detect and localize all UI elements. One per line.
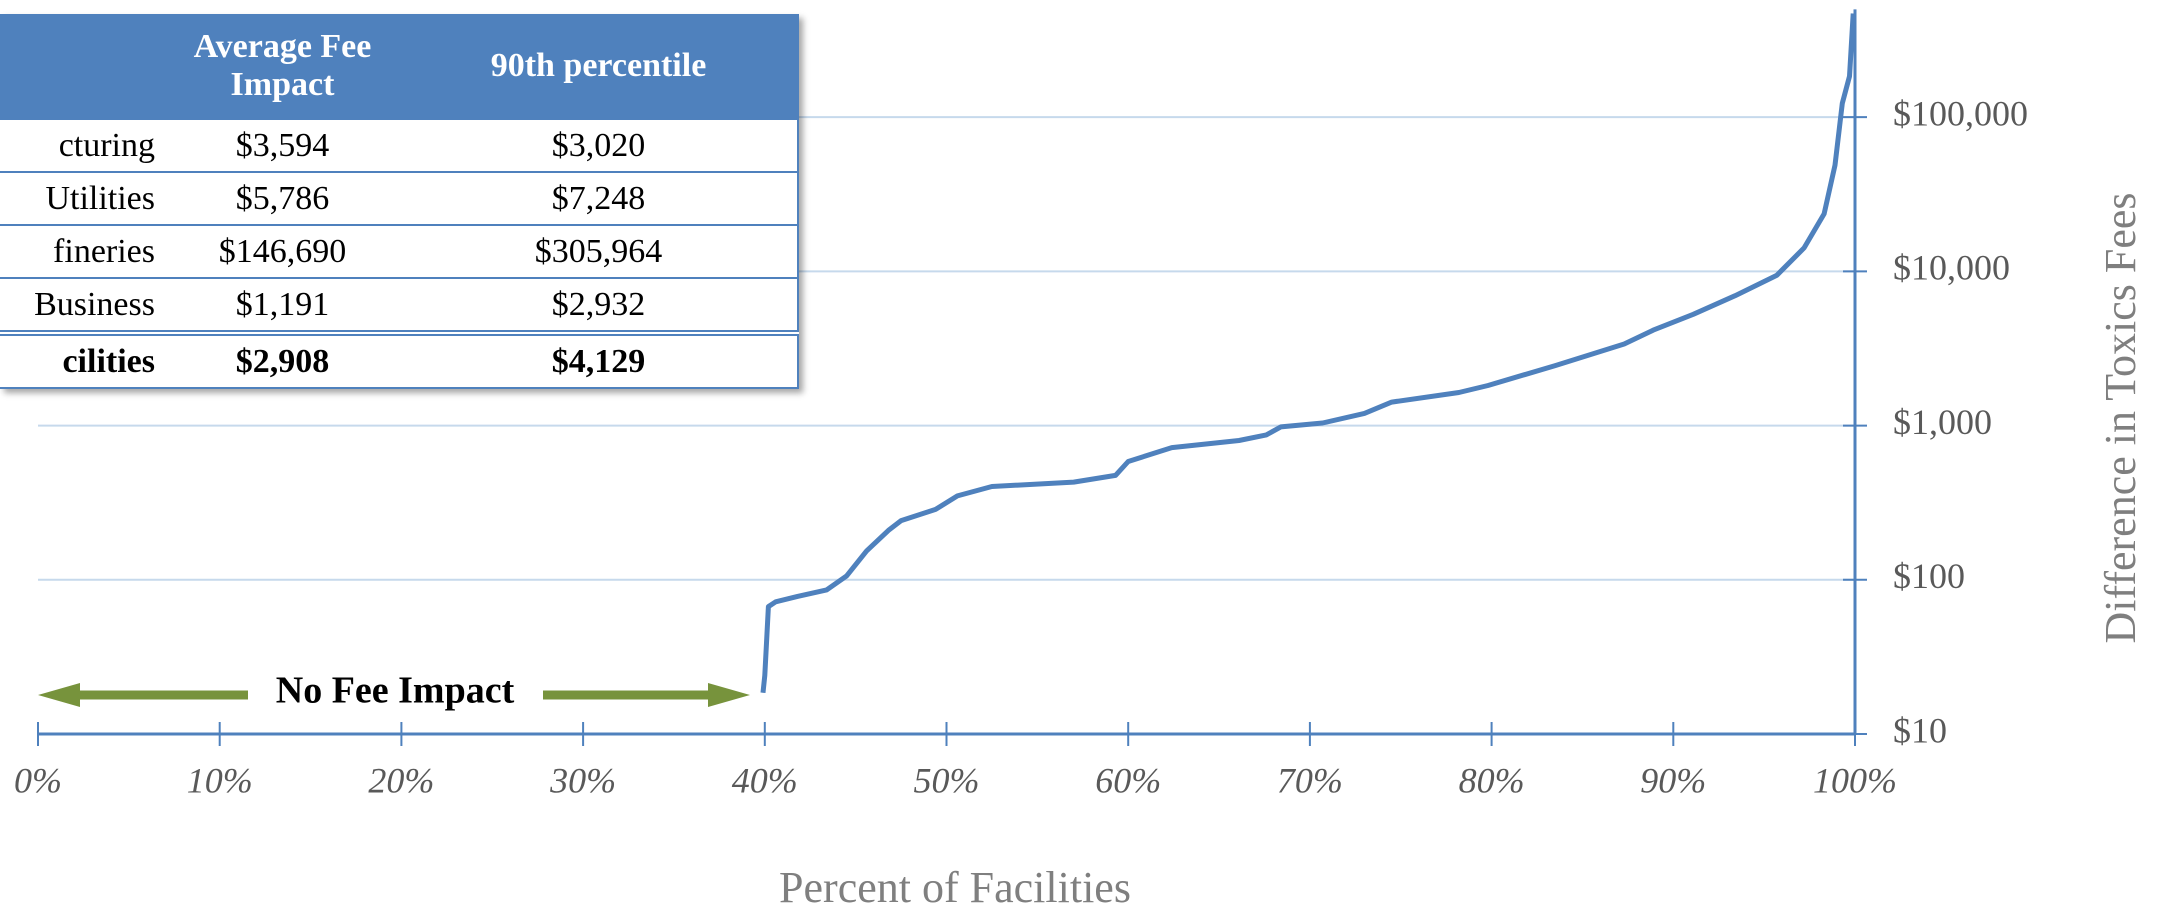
table-cell: $1,191 (165, 277, 400, 333)
table-cell: $2,908 (165, 330, 400, 388)
annotation-text: No Fee Impact (276, 670, 515, 712)
x-tick-label: 90% (1640, 760, 1706, 800)
table-cell: $7,248 (400, 171, 798, 225)
table-body: cturing $3,594 $3,020 Utilities $5,786 $7,248… (0, 118, 798, 388)
x-tick-label: 70% (1277, 760, 1343, 800)
axes: $10 $100 $1,000 $10,000 $100,000 0% 10% 20% 30% 4… (14, 9, 2028, 800)
y-tick-label: $1,000 (1893, 402, 1992, 442)
table-row: fineries $146,690 $305,964 (0, 224, 798, 278)
table-cell: $3,020 (400, 118, 798, 172)
y-tick-label: $100,000 (1893, 93, 2028, 133)
table-cell: $4,129 (400, 330, 798, 388)
table-cell: $2,932 (400, 277, 798, 333)
x-tick-label: 40% (732, 760, 798, 800)
table-cell: cturing (0, 118, 165, 172)
x-axis-title: Percent of Facilities (779, 863, 1131, 910)
table-cell: $3,594 (165, 118, 400, 172)
x-tick-label: 30% (549, 760, 616, 800)
table-header: Average Fee Impact 90th percentile (0, 14, 798, 119)
table-cell: $5,786 (165, 171, 400, 225)
y-axis-title: Difference in Toxics Fees (2096, 192, 2145, 643)
table-cell: fineries (0, 224, 165, 278)
table-cell: $305,964 (400, 224, 798, 278)
table-cell: Business (0, 277, 165, 333)
annotation: No Fee Impact (38, 670, 750, 712)
x-tick-label: 20% (368, 760, 434, 800)
y-tick-label: $10 (1893, 710, 1947, 750)
data-line (760, 13, 1856, 694)
x-tick-label: 80% (1459, 760, 1525, 800)
table-row: Utilities $5,786 $7,248 (0, 171, 798, 225)
table-row: cilities $2,908 $4,129 (0, 330, 798, 388)
x-tick-label: 0% (14, 760, 62, 800)
header-cell (0, 14, 165, 119)
x-tick-label: 100% (1813, 760, 1897, 800)
table-cell: cilities (0, 330, 165, 388)
table-cell: Utilities (0, 171, 165, 225)
table-row: Business $1,191 $2,932 (0, 277, 798, 333)
x-tick-label: 50% (914, 760, 980, 800)
x-tick-label: 60% (1095, 760, 1161, 800)
y-tick-label: $100 (1893, 556, 1965, 596)
header-cell: 90th percentile (400, 14, 798, 119)
x-tick-label: 10% (187, 760, 253, 800)
table-cell: $146,690 (165, 224, 400, 278)
summary-table: Average Fee Impact 90th percentile cturi… (0, 14, 799, 389)
arrow-head (708, 683, 750, 707)
y-tick-label: $10,000 (1893, 248, 2010, 288)
table-row: cturing $3,594 $3,020 (0, 118, 798, 172)
header-cell: Average Fee Impact (165, 14, 400, 119)
arrow-head (38, 683, 80, 707)
